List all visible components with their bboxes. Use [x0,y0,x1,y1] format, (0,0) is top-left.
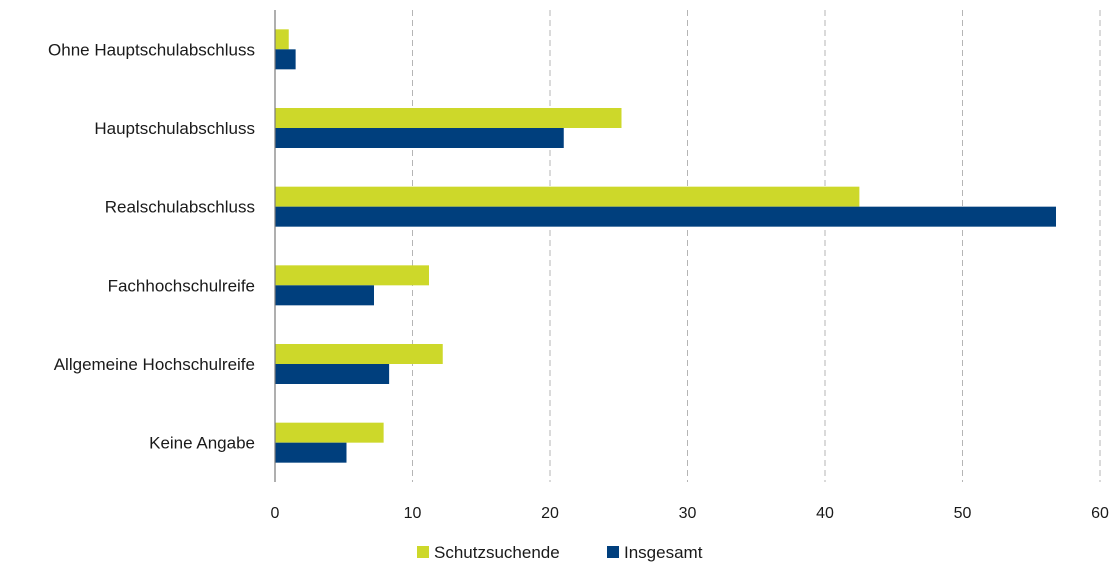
bar-schutzsuchende-3 [275,265,429,285]
bar-insgesamt-5 [275,443,347,463]
category-label: Ohne Hauptschulabschluss [48,40,255,59]
x-tick-label: 20 [541,505,559,522]
category-label: Hauptschulabschluss [94,119,255,138]
legend-swatch-insgesamt [607,546,619,558]
legend-swatch-schutzsuchende [417,546,429,558]
category-label: Keine Angabe [149,434,255,453]
bar-insgesamt-3 [275,285,374,305]
category-label: Allgemeine Hochschulreife [54,355,255,374]
x-tick-label: 30 [679,505,697,522]
legend-label-insgesamt: Insgesamt [624,543,703,562]
x-tick-labels: 0 10 20 30 40 50 60 [271,505,1109,522]
bar-schutzsuchende-1 [275,108,622,128]
bar-schutzsuchende-5 [275,423,384,443]
category-label: Realschulabschluss [105,198,255,217]
category-label: Fachhochschulreife [108,276,255,295]
bar-schutzsuchende-2 [275,187,859,207]
bar-schutzsuchende-0 [275,29,289,49]
legend-label-schutzsuchende: Schutzsuchende [434,543,560,562]
legend: Schutzsuchende Insgesamt [417,543,703,562]
x-tick-label: 40 [816,505,834,522]
bar-schutzsuchende-4 [275,344,443,364]
x-tick-label: 10 [404,505,422,522]
bar-insgesamt-2 [275,207,1056,227]
bar-insgesamt-0 [275,49,296,69]
gridlines [413,10,1101,482]
x-tick-label: 50 [954,505,972,522]
bar-insgesamt-1 [275,128,564,148]
category-labels: Ohne Hauptschulabschluss Hauptschulabschl… [48,40,255,452]
bars [275,29,1056,462]
x-tick-label: 0 [271,505,280,522]
bar-insgesamt-4 [275,364,389,384]
x-tick-label: 60 [1091,505,1109,522]
